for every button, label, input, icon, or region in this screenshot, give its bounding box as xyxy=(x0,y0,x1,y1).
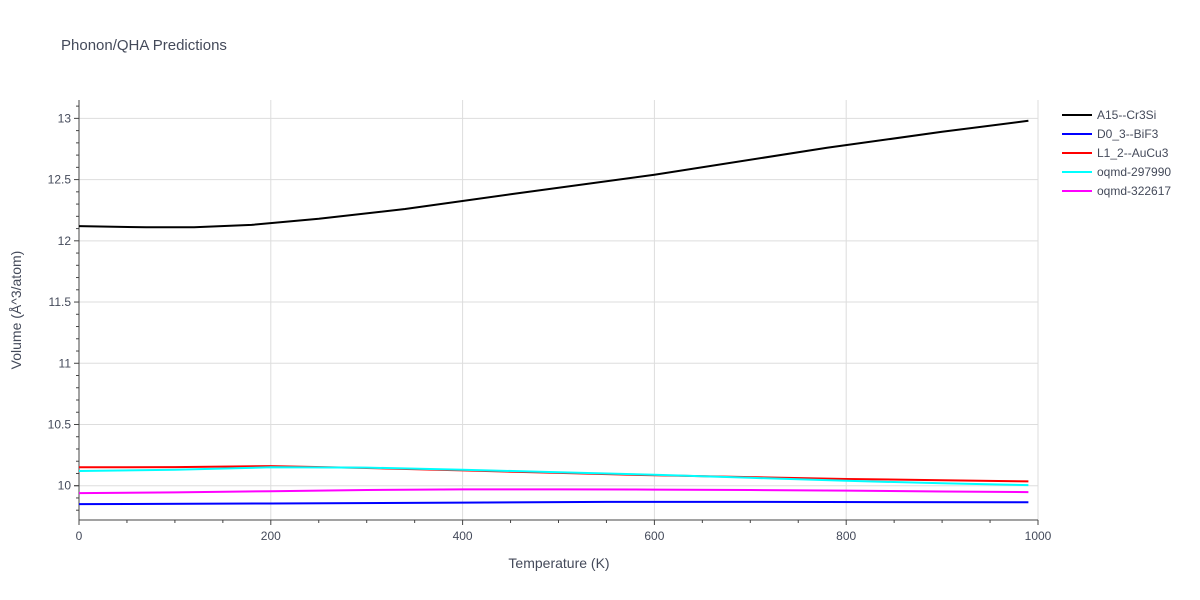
legend-label: oqmd-322617 xyxy=(1097,184,1171,198)
legend-label: L1_2--AuCu3 xyxy=(1097,146,1169,160)
legend-label: A15--Cr3Si xyxy=(1097,108,1156,122)
legend-item[interactable]: A15--Cr3Si xyxy=(1062,108,1156,122)
legend-label: D0_3--BiF3 xyxy=(1097,127,1159,141)
plot-area[interactable] xyxy=(78,119,1029,506)
y-tick-label: 10 xyxy=(58,479,72,493)
x-tick-label: 600 xyxy=(644,529,664,543)
chart-title: Phonon/QHA Predictions xyxy=(61,37,227,54)
legend-label: oqmd-297990 xyxy=(1097,165,1171,179)
x-tick-label: 200 xyxy=(261,529,281,543)
x-tick-label: 0 xyxy=(76,529,83,543)
y-tick-label: 12 xyxy=(58,234,72,248)
series-line[interactable] xyxy=(78,466,1029,487)
legend-item[interactable]: oqmd-297990 xyxy=(1062,165,1171,179)
y-tick-label: 11 xyxy=(59,356,72,370)
y-tick-label: 10.5 xyxy=(48,417,72,431)
y-tick-label: 12.5 xyxy=(48,173,72,187)
x-tick-label: 400 xyxy=(453,529,473,543)
x-tick-label: 1000 xyxy=(1025,529,1052,543)
series-line[interactable] xyxy=(78,119,1029,229)
x-tick-label: 800 xyxy=(836,529,856,543)
y-tick-label: 11.5 xyxy=(49,295,72,309)
legend-item[interactable]: oqmd-322617 xyxy=(1062,184,1171,198)
y-axis-title: Volume (Å^3/atom) xyxy=(8,251,24,370)
axes xyxy=(74,100,1039,525)
grid-lines xyxy=(79,100,1039,520)
legend-item[interactable]: L1_2--AuCu3 xyxy=(1062,146,1169,160)
series-line[interactable] xyxy=(78,488,1029,495)
x-axis-title: Temperature (K) xyxy=(508,555,609,571)
legend-item[interactable]: D0_3--BiF3 xyxy=(1062,127,1159,141)
legend[interactable]: A15--Cr3Si D0_3--BiF3 L1_2--AuCu3 oqmd-2979… xyxy=(1062,108,1171,198)
tick-labels: 0 200 400 600 800 1000 10 10.5 11 11.5 12 12.5 13 xyxy=(48,111,1052,543)
series-line[interactable] xyxy=(78,500,1029,506)
y-tick-label: 13 xyxy=(58,111,72,125)
